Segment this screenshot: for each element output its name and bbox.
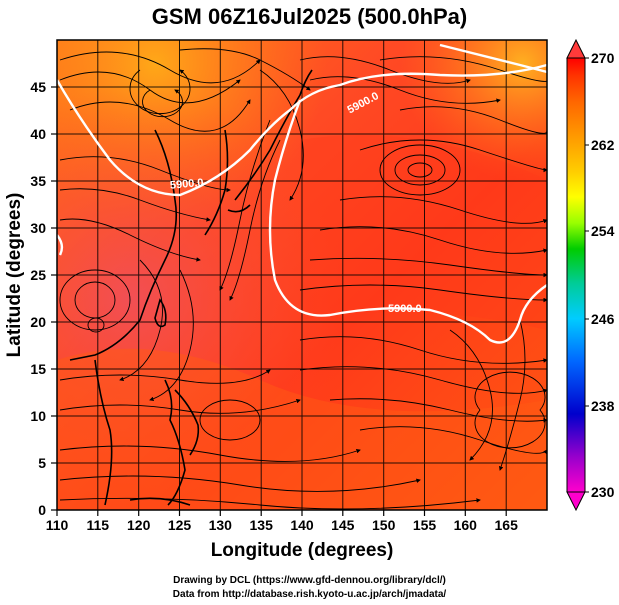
map-title: GSM 06Z16Jul2025 (500.0hPa) [151, 4, 468, 29]
y-axis-title: Latitude (degrees) [4, 193, 25, 358]
x-tick-label: 150 [372, 517, 396, 533]
x-tick-label: 135 [250, 517, 274, 533]
x-tick-label: 145 [331, 517, 355, 533]
contour-label-1: 5900.0 [169, 177, 204, 192]
x-tick-label: 130 [209, 517, 233, 533]
y-tick-label: 25 [30, 267, 46, 283]
coastlines [69, 69, 313, 506]
colorbar-label: 254 [591, 223, 615, 239]
y-tick-label: 45 [30, 79, 46, 95]
tick-marks [51, 86, 507, 516]
y-tick-label: 10 [30, 408, 46, 424]
colorbar-label: 270 [591, 50, 615, 66]
contour-label-3: 5900.0 [388, 303, 422, 315]
x-tick-label: 160 [454, 517, 478, 533]
x-tick-label: 165 [495, 517, 519, 533]
colorbar-label: 230 [591, 484, 615, 500]
x-tick-label: 125 [168, 517, 192, 533]
x-tick-label: 155 [413, 517, 437, 533]
colorbar-labels: 270 262 254 246 238 230 [591, 50, 615, 500]
y-tick-label: 20 [30, 314, 46, 330]
y-tick-label: 40 [30, 126, 46, 142]
y-tick-label: 15 [30, 361, 46, 377]
y-tick-label: 35 [30, 173, 46, 189]
y-tick-label: 5 [38, 455, 46, 471]
y-tick-label: 0 [38, 502, 46, 518]
x-tick-labels: 110 115 120 125 130 135 140 145 150 155 … [46, 517, 518, 533]
y-tick-label: 30 [30, 220, 46, 236]
grid-lines [57, 40, 547, 510]
x-tick-label: 140 [290, 517, 314, 533]
colorbar-label: 262 [591, 137, 615, 153]
y-tick-labels: 0 5 10 15 20 25 30 35 40 45 [30, 79, 46, 518]
x-tick-label: 120 [127, 517, 151, 533]
contour-5900 [57, 43, 547, 344]
credit-drawing: Drawing by DCL (https://www.gfd-dennou.o… [173, 575, 446, 586]
wind-streamlines [59, 48, 547, 510]
credit-data: Data from http://database.rish.kyoto-u.a… [172, 589, 447, 600]
colorbar-label: 246 [591, 311, 615, 327]
colorbar-label: 238 [591, 398, 615, 414]
colorbar [566, 38, 589, 512]
x-tick-label: 110 [46, 517, 69, 533]
x-tick-label: 115 [87, 517, 110, 533]
x-axis-title: Longitude (degrees) [211, 540, 394, 561]
